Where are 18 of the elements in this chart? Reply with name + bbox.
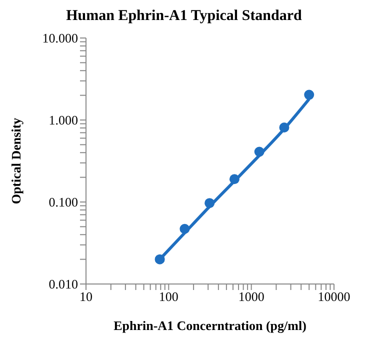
point [279, 122, 290, 133]
point [304, 90, 314, 100]
chart-title: Human Ephrin-A1 Typical Standard [65, 8, 303, 25]
point [204, 198, 215, 208]
y-tick-label: 10.000 [42, 30, 78, 46]
point [180, 224, 190, 234]
y-tick-label: 0.100 [48, 194, 78, 210]
point [154, 254, 165, 264]
x-tick-label: 10 [80, 289, 92, 304]
y-tick-label: 1.000 [48, 112, 78, 128]
x-axis-title: Ephrin-A1 Concerntration (pg/ml) [114, 318, 306, 333]
x-tick-label: 10000 [318, 289, 350, 304]
point [229, 174, 240, 184]
x-tick-label: 1000 [238, 289, 264, 304]
y-axis-title: Optical Density [8, 117, 24, 204]
point [254, 146, 264, 157]
y-tick-label: 0.010 [48, 276, 78, 292]
x-tick-label: 100 [158, 289, 178, 304]
